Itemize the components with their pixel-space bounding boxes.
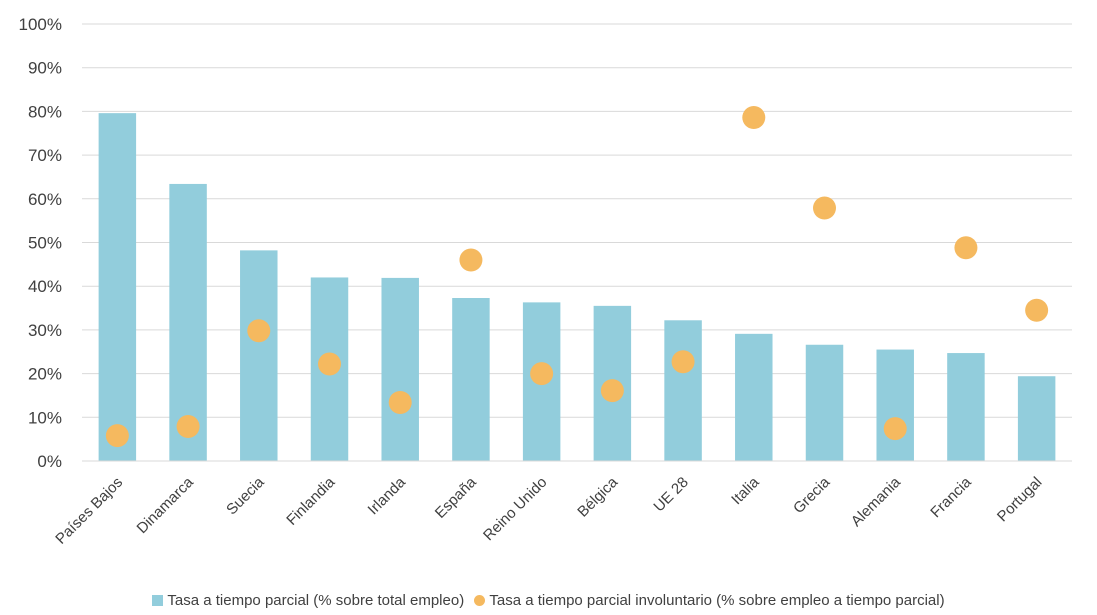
- legend-swatch-dot: [474, 595, 486, 606]
- y-tick-label: 100%: [19, 15, 62, 34]
- y-tick-label: 20%: [28, 365, 62, 384]
- bar: [947, 353, 985, 461]
- scatter-point: [176, 414, 200, 438]
- bar-series: [98, 113, 1056, 461]
- bar: [1017, 376, 1056, 461]
- x-tick-label: Grecia: [790, 473, 834, 517]
- bar: [381, 277, 419, 461]
- scatter-point: [813, 196, 836, 220]
- y-axis: 0% 10% 20% 30% 40% 50% 60% 70% 80% 90% 100%: [19, 15, 62, 471]
- legend-swatch-bar: [152, 595, 164, 606]
- bar: [805, 344, 844, 461]
- scatter-point: [318, 352, 341, 376]
- scatter-point: [600, 379, 624, 403]
- y-tick-label: 80%: [28, 102, 62, 121]
- x-tick-label: Alemania: [848, 473, 905, 530]
- x-tick-label: Finlandia: [283, 473, 339, 529]
- dot-series: [105, 106, 1049, 448]
- bar: [240, 250, 278, 461]
- legend-label-dot: Tasa a tiempo parcial involuntario (% so…: [489, 592, 945, 609]
- scatter-point: [954, 236, 978, 260]
- bar: [169, 183, 207, 461]
- y-tick-label: 0%: [37, 452, 62, 471]
- x-tick-label: Reino Unido: [480, 474, 550, 544]
- y-tick-label: 70%: [28, 146, 62, 165]
- x-tick-label: España: [432, 473, 480, 521]
- y-tick-label: 90%: [28, 59, 62, 78]
- y-tick-label: 50%: [28, 234, 62, 253]
- y-tick-label: 60%: [28, 190, 62, 209]
- legend-item-dot: Tasa a tiempo parcial involuntario (% so…: [474, 592, 945, 609]
- x-tick-label: Irlanda: [365, 473, 410, 518]
- scatter-point: [388, 390, 412, 414]
- scatter-point: [459, 248, 483, 272]
- bar: [735, 333, 773, 461]
- x-tick-label: UE 28: [650, 474, 692, 516]
- chart: 0% 10% 20% 30% 40% 50% 60% 70% 80% 90% 100% Países…: [19, 15, 1072, 548]
- y-tick-label: 10%: [28, 408, 62, 427]
- x-tick-label: Dinamarca: [134, 473, 198, 537]
- x-tick-label: Suecia: [223, 473, 268, 518]
- legend: Tasa a tiempo parcial (% sobre total emp…: [0, 592, 1097, 609]
- legend-label-bar: Tasa a tiempo parcial (% sobre total emp…: [167, 592, 465, 609]
- y-tick-label: 40%: [28, 277, 62, 296]
- scatter-point: [671, 350, 695, 374]
- x-axis: Países Bajos Dinamarca Suecia Finlandia Irla…: [52, 460, 1072, 548]
- scatter-point: [1025, 298, 1049, 322]
- legend-item-bar: Tasa a tiempo parcial (% sobre total emp…: [152, 592, 464, 609]
- x-tick-label: Bélgica: [574, 473, 621, 520]
- scatter-point: [247, 319, 271, 343]
- scatter-point: [742, 106, 766, 130]
- x-tick-label: Portugal: [994, 474, 1046, 526]
- bar: [664, 320, 702, 461]
- gridlines: [82, 23, 1072, 462]
- x-tick-label: Países Bajos: [52, 474, 126, 548]
- scatter-point: [105, 424, 129, 448]
- scatter-point: [883, 417, 907, 441]
- x-tick-label: Italia: [728, 473, 763, 508]
- scatter-point: [530, 362, 554, 386]
- bar: [452, 297, 490, 461]
- x-tick-label: Francia: [927, 473, 975, 521]
- y-tick-label: 30%: [28, 321, 62, 340]
- bar: [876, 349, 914, 461]
- bar: [98, 113, 137, 461]
